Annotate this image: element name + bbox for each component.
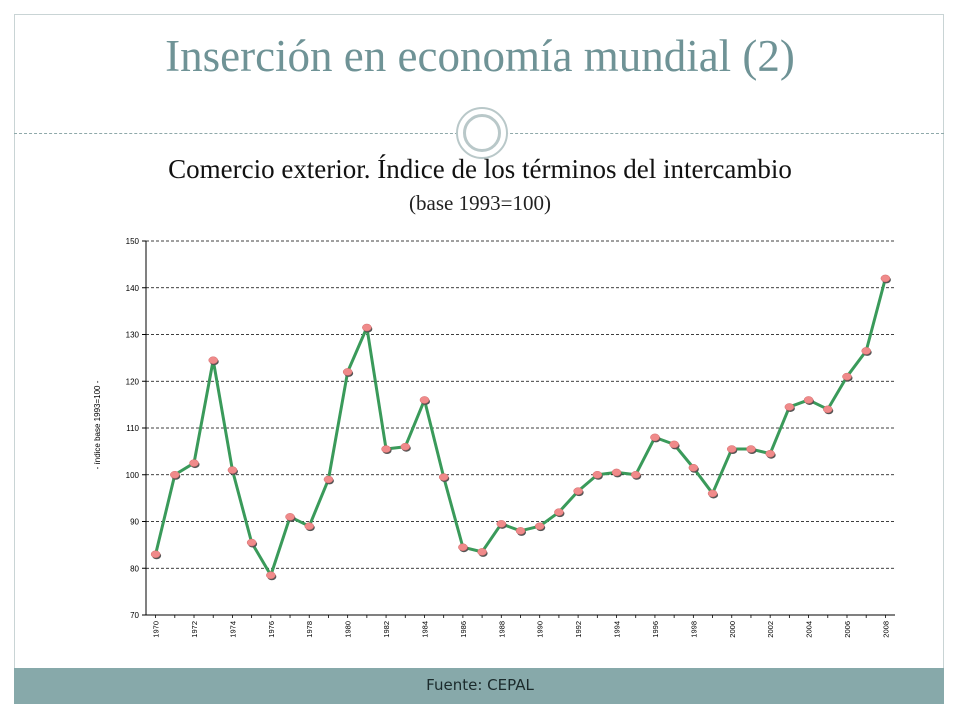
y-axis-label: - índice base 1993=100 -: [93, 380, 102, 469]
data-point: [266, 571, 276, 580]
data-point: [650, 433, 660, 442]
y-tick-label: 80: [130, 564, 139, 573]
y-tick-label: 110: [126, 424, 139, 433]
footer-bar: [14, 668, 944, 704]
x-tick-label: 1996: [651, 621, 660, 638]
data-point: [688, 463, 699, 472]
data-point: [534, 522, 545, 530]
y-tick-label: 70: [130, 611, 139, 620]
data-point: [285, 513, 295, 521]
x-tick-label: 2004: [805, 621, 814, 638]
x-tick-label: 1990: [536, 621, 545, 638]
x-tick-label: 1998: [689, 621, 698, 638]
data-point: [400, 442, 411, 451]
chart-subtitle: (base 1993=100): [409, 191, 551, 215]
data-point: [784, 403, 795, 411]
data-point: [227, 466, 238, 474]
data-point: [630, 471, 641, 479]
x-tick-label: 1970: [152, 621, 161, 638]
y-tick-label: 100: [126, 471, 140, 480]
data-point: [208, 356, 218, 364]
data-point: [419, 396, 430, 404]
data-point: [880, 274, 891, 283]
x-tick-label: 1982: [382, 621, 391, 638]
data-point: [611, 468, 622, 477]
x-tick-label: 1978: [305, 621, 314, 638]
x-tick-label: 1988: [497, 621, 506, 638]
data-point: [304, 522, 314, 530]
terms-of-trade-chart: 70 80 90 100 110 120 130 140 150 1970 1972 1974 1976…: [93, 237, 895, 638]
x-tick-label: 2006: [843, 621, 852, 638]
data-point: [823, 405, 833, 414]
data-point: [746, 445, 756, 453]
data-point: [170, 471, 180, 479]
y-tick-label: 140: [126, 284, 140, 293]
x-tick-label: 1984: [420, 621, 429, 638]
x-tick-label: 1992: [574, 621, 583, 638]
divider-ornament-inner: [463, 114, 501, 152]
source-note: Fuente: CEPAL: [426, 676, 534, 694]
data-point: [150, 550, 161, 558]
data-point: [496, 520, 507, 528]
chart-title: Comercio exterior. Índice de los término…: [168, 154, 792, 184]
data-point: [362, 323, 372, 332]
y-tick-label: 90: [130, 518, 139, 527]
data-point: [842, 372, 852, 381]
data-point: [323, 475, 334, 484]
data-point: [381, 445, 391, 453]
data-point: [477, 548, 487, 556]
data-point: [765, 449, 775, 458]
x-tick-label: 1974: [228, 621, 237, 638]
x-tick-label: 1986: [459, 621, 468, 638]
x-tick-label: 1976: [267, 621, 276, 638]
data-point: [246, 538, 257, 547]
data-point: [189, 459, 199, 467]
data-point: [458, 543, 468, 551]
data-point: [803, 396, 814, 404]
data-point: [707, 489, 718, 498]
x-tick-label: 2000: [728, 621, 737, 638]
y-tick-label: 130: [126, 331, 140, 340]
slide-title: Inserción en economía mundial (2): [165, 31, 795, 81]
x-tick-label: 2008: [881, 621, 890, 638]
y-tick-label: 120: [126, 377, 140, 386]
data-point: [554, 508, 564, 516]
data-point: [861, 347, 871, 355]
x-tick-label: 1980: [344, 621, 353, 638]
data-point: [727, 445, 737, 453]
data-point: [342, 368, 353, 376]
data-point: [515, 527, 526, 535]
x-tick-label: 2002: [766, 621, 775, 638]
y-tick-label: 150: [126, 237, 140, 246]
data-point: [438, 473, 449, 481]
data-point: [573, 487, 583, 495]
x-tick-label: 1972: [190, 621, 199, 638]
x-tick-label: 1994: [613, 621, 622, 638]
data-point: [592, 471, 603, 479]
data-point: [669, 440, 679, 449]
